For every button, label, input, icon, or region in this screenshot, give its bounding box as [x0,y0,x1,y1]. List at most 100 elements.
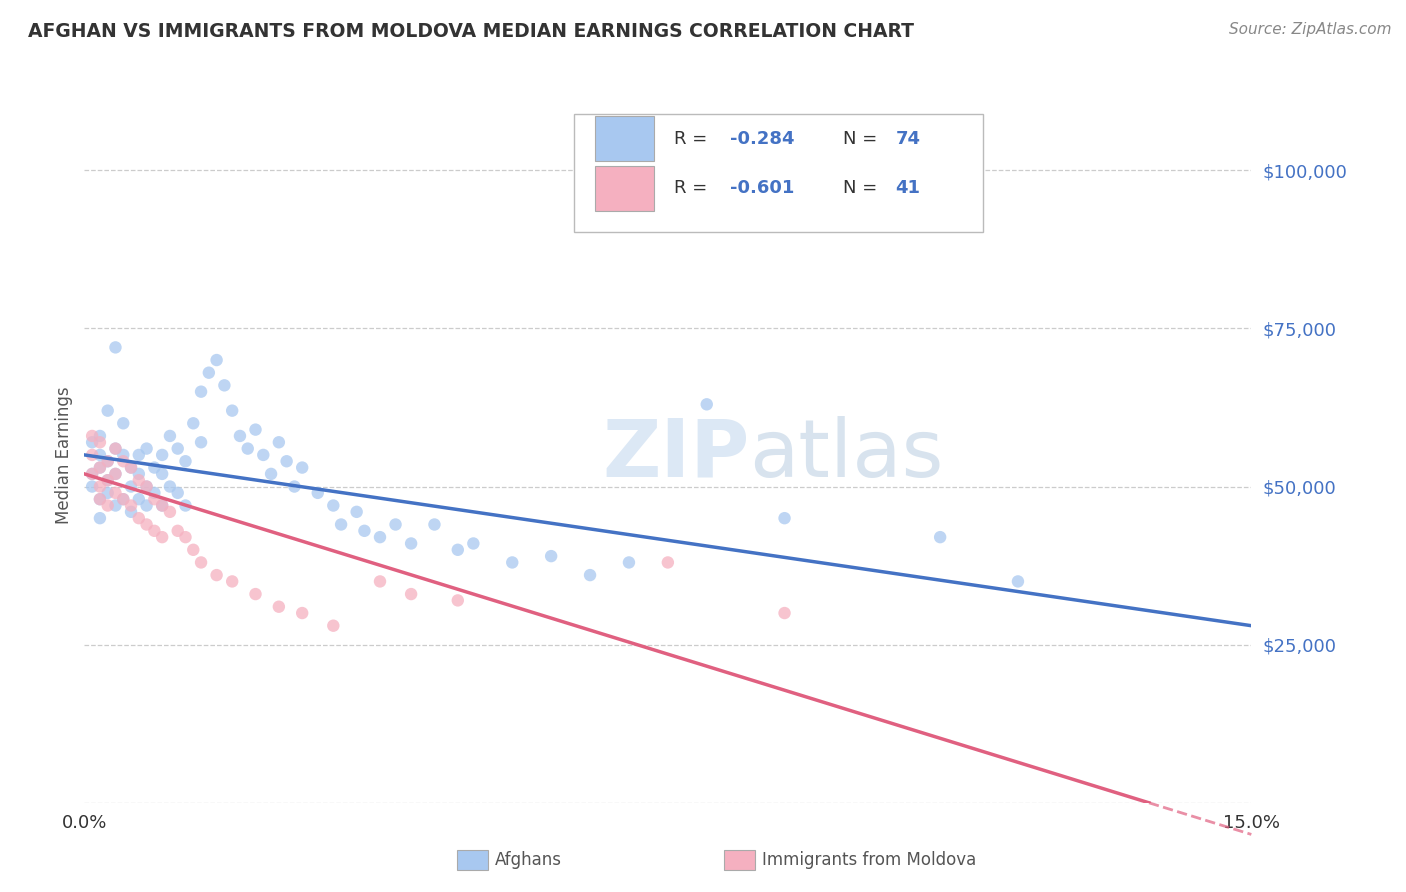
FancyBboxPatch shape [596,116,654,161]
Point [82,429,104,443]
Point [135,442,157,456]
Point [89,492,111,507]
Point [447,542,470,557]
Point [82,448,104,462]
FancyBboxPatch shape [575,114,983,232]
Point [120,499,142,513]
Point [166,442,188,456]
Point [128,492,150,507]
Point [97,403,120,417]
Point [135,517,157,532]
Point [82,479,104,493]
Point [128,511,150,525]
Point [166,524,188,538]
Point [150,467,173,481]
Point [82,435,104,450]
Point [135,499,157,513]
Text: Immigrants from Moldova: Immigrants from Moldova [762,851,976,869]
Point [143,486,166,500]
Point [89,479,111,493]
Point [97,486,120,500]
Point [283,479,305,493]
Point [174,530,197,544]
Point [267,599,290,614]
Point [89,435,111,450]
Point [617,556,640,570]
Text: N =: N = [844,129,883,148]
Point [143,492,166,507]
Point [159,429,181,443]
Point [773,511,796,525]
Point [205,353,228,368]
Point [104,442,127,456]
Text: -0.601: -0.601 [730,179,794,197]
Point [198,366,221,380]
Point [97,473,120,487]
Point [214,378,236,392]
Point [82,467,104,481]
Point [221,403,243,417]
Text: Afghans: Afghans [495,851,562,869]
Point [120,460,142,475]
Point [260,467,283,481]
Point [128,473,150,487]
Point [112,492,135,507]
Point [150,499,173,513]
Point [353,524,375,538]
Point [657,556,679,570]
Point [166,486,188,500]
Point [104,442,127,456]
Text: atlas: atlas [749,416,943,494]
Point [399,536,422,550]
Point [368,574,391,589]
Point [447,593,470,607]
Point [174,499,197,513]
Point [89,460,111,475]
Point [221,574,243,589]
Point [330,517,353,532]
Text: ZIP: ZIP [602,416,749,494]
Point [368,530,391,544]
Text: R =: R = [673,179,713,197]
Point [501,556,523,570]
Point [128,467,150,481]
Point [267,435,290,450]
Point [252,448,274,462]
FancyBboxPatch shape [596,166,654,211]
Point [89,492,111,507]
Point [143,460,166,475]
Point [307,486,329,500]
Point [104,486,127,500]
Point [143,524,166,538]
Point [89,511,111,525]
Point [181,417,204,431]
Point [399,587,422,601]
Point [97,454,120,468]
Point [97,454,120,468]
Point [112,417,135,431]
Point [135,479,157,493]
Point [696,397,718,411]
Point [291,606,314,620]
Point [135,479,157,493]
Point [540,549,562,563]
Point [773,606,796,620]
Point [291,460,314,475]
Point [346,505,368,519]
Point [120,479,142,493]
Point [181,542,204,557]
Point [120,460,142,475]
Point [579,568,602,582]
Point [150,448,173,462]
Point [322,499,344,513]
Point [104,340,127,354]
Point [190,384,212,399]
Point [159,479,181,493]
Point [104,467,127,481]
Text: R =: R = [673,129,713,148]
Point [245,423,267,437]
Point [190,435,212,450]
Point [1007,574,1029,589]
Point [322,618,344,632]
Point [190,556,212,570]
